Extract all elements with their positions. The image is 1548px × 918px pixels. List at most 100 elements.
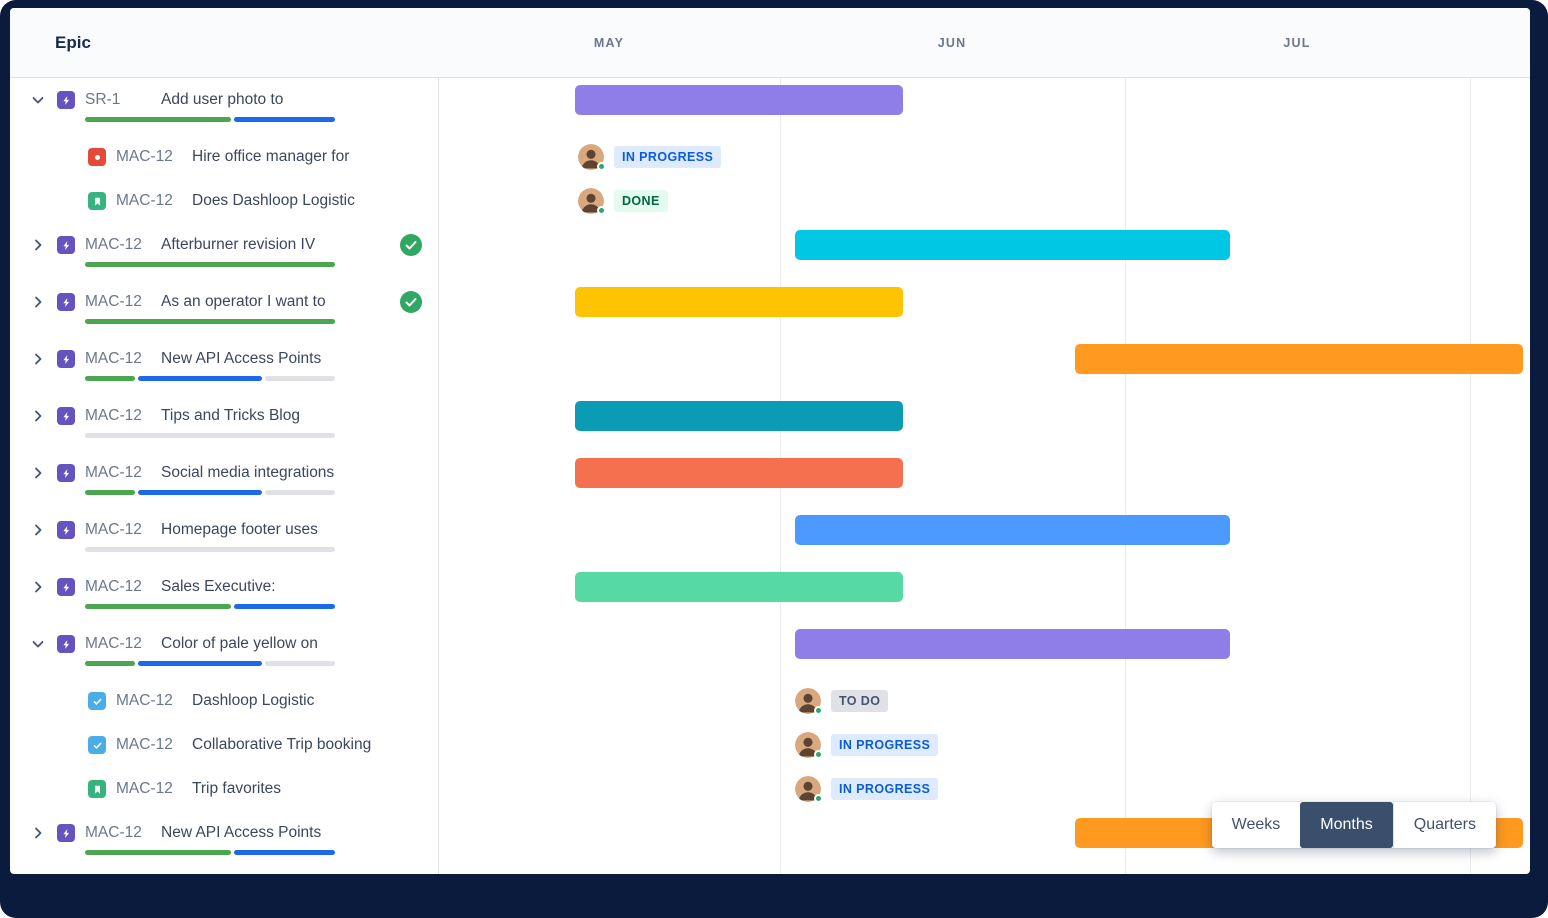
avatar[interactable] — [795, 688, 823, 715]
issue-title[interactable]: Hire office manager for — [192, 148, 350, 165]
chevron-right-icon[interactable] — [26, 404, 50, 428]
epic-column-label: Epic — [55, 32, 91, 52]
presence-dot — [597, 162, 606, 171]
avatar[interactable] — [795, 776, 823, 803]
progress-segment-todo — [265, 490, 335, 495]
issue-key: MAC-12 — [116, 780, 173, 797]
epic-progress-bar — [85, 604, 335, 609]
epic-row: MAC-12 New API Access Points — [10, 337, 1530, 394]
weeks-button[interactable]: Weeks — [1211, 802, 1301, 848]
timeline-cell: IN PROGRESS — [438, 723, 1530, 767]
chevron-right-icon[interactable] — [26, 290, 50, 314]
epic-row: MAC-12 Sales Executive: — [10, 565, 1530, 622]
issue-key: MAC-12 — [85, 635, 142, 652]
assignee-group: IN PROGRESS — [578, 144, 722, 171]
timeline-cell — [438, 451, 1530, 508]
issue-title[interactable]: Social media integrations — [161, 464, 335, 481]
issue-key: MAC-12 — [116, 148, 173, 165]
status-badge: DONE — [614, 190, 668, 212]
epic-icon — [57, 350, 75, 368]
epic-left-cell: SR-1 Add user photo to — [10, 78, 438, 135]
quarters-button[interactable]: Quarters — [1392, 802, 1496, 848]
issue-title[interactable]: Dashloop Logistic — [192, 692, 315, 709]
epic-icon — [57, 236, 75, 254]
chevron-down-icon[interactable] — [26, 88, 50, 112]
chevron-right-icon[interactable] — [26, 518, 50, 542]
issue-key: MAC-12 — [116, 736, 173, 753]
gantt-bar[interactable] — [575, 458, 903, 488]
epic-row: MAC-12 Social media integrations — [10, 451, 1530, 508]
presence-dot — [814, 794, 823, 803]
timeline-cell: IN PROGRESS — [438, 767, 1530, 811]
month-label-jun: JUN — [937, 35, 967, 50]
avatar[interactable] — [795, 732, 823, 759]
issue-left-cell: MAC-12 Trip favorites — [10, 767, 438, 811]
months-button[interactable]: Months — [1300, 802, 1393, 848]
gantt-bar[interactable] — [795, 629, 1230, 659]
gantt-bar[interactable] — [1075, 344, 1523, 374]
epic-progress-bar — [85, 262, 335, 267]
avatar[interactable] — [578, 188, 606, 215]
presence-dot — [814, 750, 823, 759]
status-badge: IN PROGRESS — [614, 146, 722, 168]
issue-key: MAC-12 — [85, 236, 142, 253]
issue-row: MAC-12 Trip favorites IN PROGRESS — [10, 767, 1530, 811]
zoom-level-toggle: Weeks Months Quarters — [1211, 802, 1496, 848]
gantt-bar[interactable] — [575, 572, 903, 602]
chevron-right-icon[interactable] — [26, 347, 50, 371]
issue-title[interactable]: Afterburner revision IV — [161, 236, 316, 253]
gantt-bar[interactable] — [575, 85, 903, 115]
issue-title[interactable]: New API Access Points — [161, 824, 322, 841]
issue-key: MAC-12 — [85, 824, 142, 841]
progress-segment-todo — [85, 547, 335, 552]
issue-title[interactable]: Collaborative Trip booking — [192, 736, 372, 753]
epic-left-cell: MAC-12 New API Access Points — [10, 811, 438, 868]
epic-row: MAC-12 Color of pale yellow on — [10, 622, 1530, 679]
progress-segment-done — [85, 376, 135, 381]
issue-title[interactable]: Color of pale yellow on — [161, 635, 318, 652]
epic-left-cell: MAC-12 Social media integrations — [10, 451, 438, 508]
timeline-cell — [438, 280, 1530, 337]
chevron-right-icon[interactable] — [26, 575, 50, 599]
epic-progress-bar — [85, 850, 335, 855]
issue-key: SR-1 — [85, 91, 121, 108]
month-label-may: MAY — [593, 35, 625, 50]
issue-key: MAC-12 — [85, 293, 142, 310]
chevron-right-icon[interactable] — [26, 821, 50, 845]
timeline-cell: TO DO — [438, 679, 1530, 723]
issue-title[interactable]: Add user photo to — [161, 91, 284, 108]
gantt-bar[interactable] — [575, 401, 903, 431]
issue-title[interactable]: As an operator I want to — [161, 293, 326, 310]
progress-segment-todo — [85, 433, 335, 438]
issue-key: MAC-12 — [85, 407, 142, 424]
progress-segment-done — [85, 604, 232, 609]
issue-title[interactable]: New API Access Points — [161, 350, 322, 367]
issue-key: MAC-12 — [116, 192, 173, 209]
epic-icon — [57, 521, 75, 539]
epic-left-cell: MAC-12 As an operator I want to — [10, 280, 438, 337]
assignee-group: IN PROGRESS — [795, 776, 939, 803]
timeline-header: Epic MAY JUN JUL — [10, 8, 1530, 78]
avatar[interactable] — [578, 144, 606, 171]
gantt-bar[interactable] — [575, 287, 903, 317]
issue-title[interactable]: Trip favorites — [192, 780, 282, 797]
issue-title[interactable]: Homepage footer uses — [161, 521, 318, 538]
progress-segment-done — [85, 319, 335, 324]
chevron-right-icon[interactable] — [26, 461, 50, 485]
gantt-bar[interactable] — [795, 230, 1230, 260]
chevron-right-icon[interactable] — [26, 233, 50, 257]
chevron-down-icon[interactable] — [26, 632, 50, 656]
issue-title[interactable]: Does Dashloop Logistic — [192, 192, 355, 209]
assignee-group: IN PROGRESS — [795, 732, 939, 759]
epic-progress-bar — [85, 376, 335, 381]
epic-progress-bar — [85, 661, 335, 666]
issue-title[interactable]: Tips and Tricks Blog — [161, 407, 300, 424]
issue-row: MAC-12 Does Dashloop Logistic DONE — [10, 179, 1530, 223]
issue-title[interactable]: Sales Executive: — [161, 578, 276, 595]
epic-row: MAC-12 Homepage footer uses — [10, 508, 1530, 565]
gantt-bar[interactable] — [795, 515, 1230, 545]
bug-icon — [88, 148, 106, 166]
timeline-cell — [438, 394, 1530, 451]
epic-left-cell: MAC-12 Tips and Tricks Blog — [10, 394, 438, 451]
